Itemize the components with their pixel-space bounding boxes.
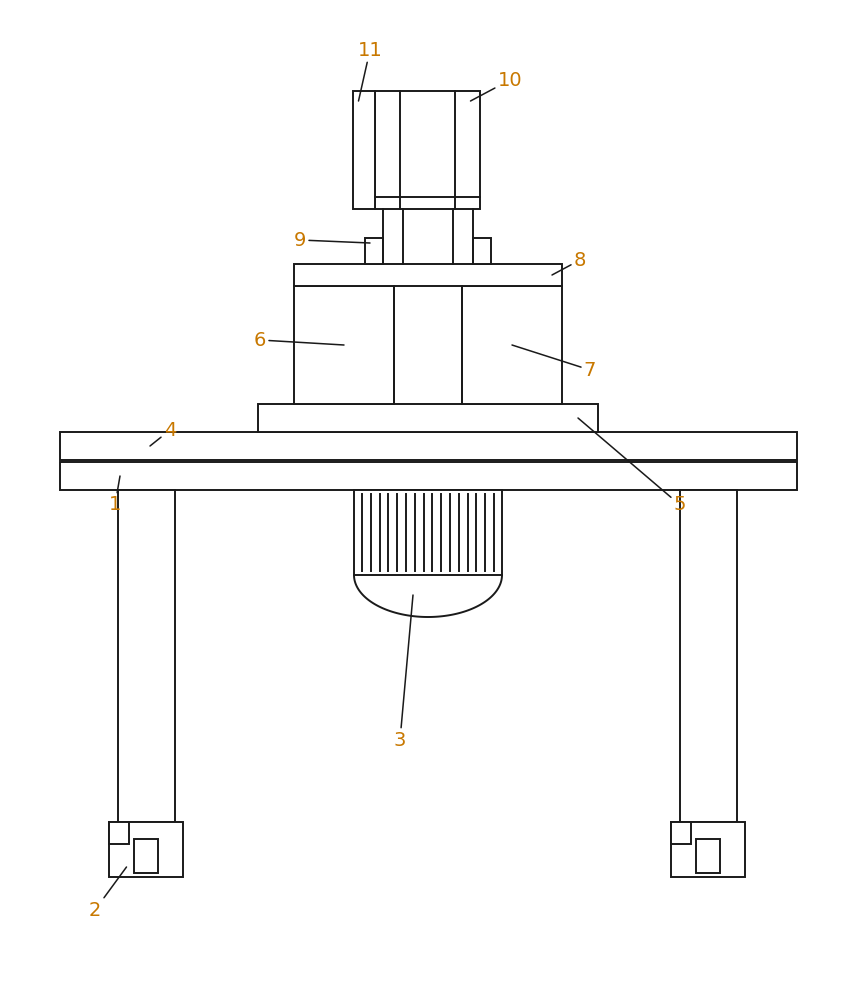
Bar [294,286,394,404]
Bar [375,91,481,209]
Bar [473,238,491,264]
Text: 3: 3 [394,595,413,750]
Bar [118,490,175,822]
Text: 4: 4 [150,420,177,446]
Bar [672,822,746,877]
Text: 1: 1 [109,476,121,514]
Text: 9: 9 [294,231,370,249]
Bar [354,490,502,575]
Bar [110,822,129,844]
Text: 2: 2 [89,867,127,920]
Bar [135,839,159,873]
Bar [672,822,692,844]
Text: 8: 8 [552,250,586,275]
Bar [462,286,562,404]
Text: 7: 7 [512,345,596,379]
Bar [110,822,183,877]
Text: 11: 11 [357,40,382,101]
Bar [365,238,383,264]
Text: 6: 6 [254,330,344,350]
Bar [680,490,737,822]
Bar [294,264,562,286]
Bar [697,839,721,873]
Bar [60,432,797,460]
Bar [353,91,375,209]
Text: 5: 5 [578,418,686,514]
Bar [60,462,797,490]
Bar [258,404,598,432]
Text: 10: 10 [470,70,522,101]
